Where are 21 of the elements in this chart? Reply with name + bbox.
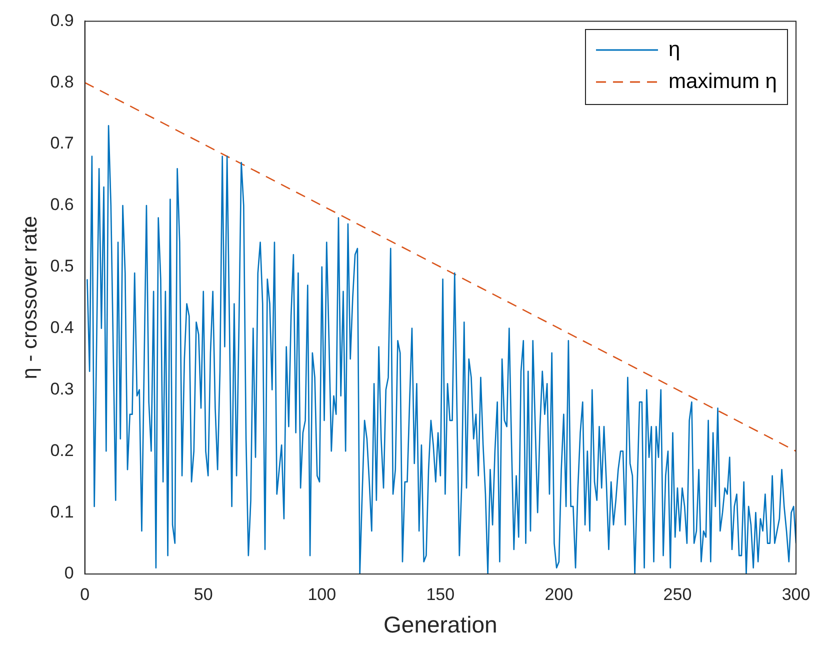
- x-tick-label: 50: [194, 584, 213, 604]
- y-tick-label: 0.3: [50, 379, 74, 398]
- y-tick-label: 0.8: [50, 72, 74, 92]
- y-tick-label: 0.1: [50, 502, 74, 522]
- x-tick-label: 250: [663, 584, 692, 604]
- y-tick-label: 0: [64, 564, 74, 583]
- x-tick-label: 300: [782, 584, 810, 604]
- x-tick-label: 0: [80, 584, 90, 604]
- y-tick-label: 0.6: [50, 195, 74, 214]
- y-tick-label: 0.7: [50, 134, 74, 153]
- legend-label: η: [668, 38, 680, 62]
- x-tick-label: 100: [308, 584, 336, 604]
- y-tick-label: 0.9: [50, 10, 74, 30]
- legend-label: maximum η: [668, 70, 777, 94]
- y-tick-label: 0.5: [50, 256, 74, 276]
- y-tick-label: 0.4: [50, 318, 74, 337]
- y-tick-label: 0.2: [50, 440, 74, 460]
- x-tick-label: 200: [544, 584, 574, 604]
- y-axis-title: η - crossover rate: [18, 216, 42, 380]
- x-tick-label: 150: [426, 584, 455, 604]
- x-axis-title: Generation: [384, 612, 498, 638]
